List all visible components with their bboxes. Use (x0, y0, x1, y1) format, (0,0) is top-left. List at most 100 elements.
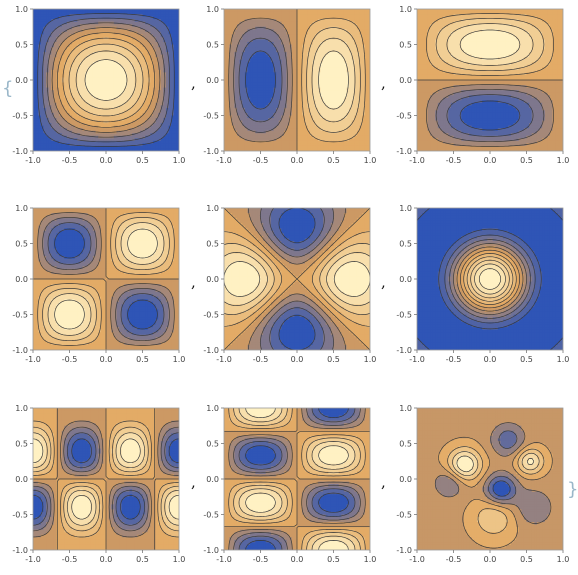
contour-line (456, 455, 535, 473)
y-tick-label: -1.0 (203, 147, 219, 156)
contour-line (224, 231, 370, 327)
contour-line (435, 88, 545, 143)
y-tick-label: -1.0 (12, 346, 28, 355)
x-tick-label: -0.5 (253, 156, 269, 165)
contour-line (460, 249, 520, 309)
contour-line (426, 84, 554, 147)
contour-line (42, 216, 170, 342)
contour-line (228, 408, 366, 550)
x-tick-label: 0.5 (327, 355, 340, 364)
y-tick-label: -0.5 (12, 112, 28, 121)
contour-panel-r2c3: -1.0 -0.5 0.0 0.5 1.0 -1.0 -0.5 0.0 0.5 1.0 (396, 204, 569, 364)
x-tick-label: 0.5 (520, 555, 533, 564)
y-tick-label: -1.0 (203, 346, 219, 355)
contour-line (245, 408, 349, 550)
contour-line (33, 208, 179, 350)
x-tick-label: 0.0 (291, 156, 304, 165)
contour-line (426, 13, 554, 76)
x-tick-label: -1.0 (409, 555, 425, 564)
y-tick-label: -0.5 (203, 511, 219, 520)
y-tick-label: 1.0 (206, 5, 219, 14)
x-tick-label: -1.0 (25, 555, 41, 564)
contour-line (446, 94, 534, 137)
x-tick-label: 0.0 (291, 555, 304, 564)
contour-line (463, 253, 517, 305)
contour-line (456, 246, 524, 312)
list-separator-comma: , (191, 273, 196, 291)
y-tick-label: 0.5 (206, 41, 219, 50)
x-tick-label: 1.0 (364, 555, 377, 564)
x-tick-label: -0.5 (253, 355, 269, 364)
y-tick-label: 1.0 (15, 204, 28, 213)
contour-line (46, 22, 166, 138)
contour-line (54, 228, 158, 330)
contour-panel-r1c2: -1.0 -0.5 0.0 0.5 1.0 -1.0 -0.5 0.0 0.5 1.0 (203, 5, 376, 165)
contour-line (446, 23, 534, 66)
contour-line (54, 228, 158, 330)
contour-line (47, 222, 165, 336)
y-tick-label: 0.5 (15, 440, 28, 449)
contour-panel-r1c1: -1.0 -0.5 0.0 0.5 1.0 -1.0 -0.5 0.0 0.5 1.0 (12, 5, 185, 165)
contour-line (42, 17, 170, 143)
contour-fill-r3c3 (417, 408, 563, 550)
contour-line (33, 438, 179, 520)
contour-line (474, 263, 506, 295)
x-tick-label: -1.0 (409, 156, 425, 165)
contour-lines-r2c1 (33, 208, 179, 350)
x-tick-label: 1.0 (364, 156, 377, 165)
contour-line (224, 208, 370, 350)
x-tick-label: 1.0 (173, 555, 186, 564)
y-tick-label: 1.0 (399, 404, 412, 413)
x-tick-label: -1.0 (409, 355, 425, 364)
contour-lines-r3c2 (224, 408, 370, 550)
x-tick-label: -0.5 (446, 156, 462, 165)
y-tick-label: -1.0 (396, 346, 412, 355)
contour-lines-r1c3 (417, 13, 563, 147)
y-tick-label: 0.5 (399, 41, 412, 50)
contour-line (492, 480, 511, 497)
contour-panel-r3c2: -1.0 -0.5 0.0 0.5 1.0 -1.0 -0.5 0.0 0.5 1.0 (203, 404, 376, 564)
list-separator-comma: , (191, 473, 196, 491)
contour-line (444, 234, 536, 324)
x-tick-label: 0.0 (484, 355, 497, 364)
x-tick-label: -1.0 (216, 555, 232, 564)
x-tick-label: 1.0 (557, 355, 570, 364)
x-tick-label: -1.0 (216, 156, 232, 165)
y-tick-label: 1.0 (206, 404, 219, 413)
y-tick-label: 0.0 (206, 76, 219, 85)
y-tick-label: 0.0 (206, 275, 219, 284)
contour-line (47, 222, 165, 336)
x-tick-label: 0.5 (136, 355, 149, 364)
contour-line (238, 37, 283, 123)
contour-line (33, 438, 179, 520)
contour-line (301, 17, 366, 143)
contour-line (233, 408, 361, 550)
x-tick-label: -0.5 (253, 555, 269, 564)
y-tick-label: 1.0 (206, 204, 219, 213)
list-close-brace: } (567, 479, 578, 500)
contour-panel-r3c3: -1.0 -0.5 0.0 0.5 1.0 -1.0 -0.5 0.0 0.5 1.0 (396, 404, 569, 564)
x-tick-label: 0.5 (136, 156, 149, 165)
y-tick-label: 0.5 (206, 240, 219, 249)
contour-line (311, 37, 356, 123)
y-tick-label: 0.0 (15, 76, 28, 85)
contour-line (453, 243, 527, 315)
contour-line (56, 32, 156, 128)
contour-line (68, 43, 144, 117)
y-tick-label: -0.5 (396, 311, 412, 320)
contour-line (33, 408, 179, 550)
contour-line (466, 256, 514, 302)
contour-line (278, 208, 316, 350)
contour-line (248, 208, 346, 350)
y-tick-label: 0.0 (206, 475, 219, 484)
contour-line (245, 50, 276, 110)
y-tick-label: -1.0 (12, 546, 28, 555)
y-tick-label: 1.0 (399, 5, 412, 14)
contour-line (447, 446, 545, 534)
y-tick-label: -0.5 (12, 311, 28, 320)
contour-line (37, 13, 175, 147)
x-tick-label: -0.5 (62, 156, 78, 165)
contour-line (33, 426, 179, 532)
y-tick-label: -0.5 (203, 311, 219, 320)
contour-line (37, 212, 175, 346)
